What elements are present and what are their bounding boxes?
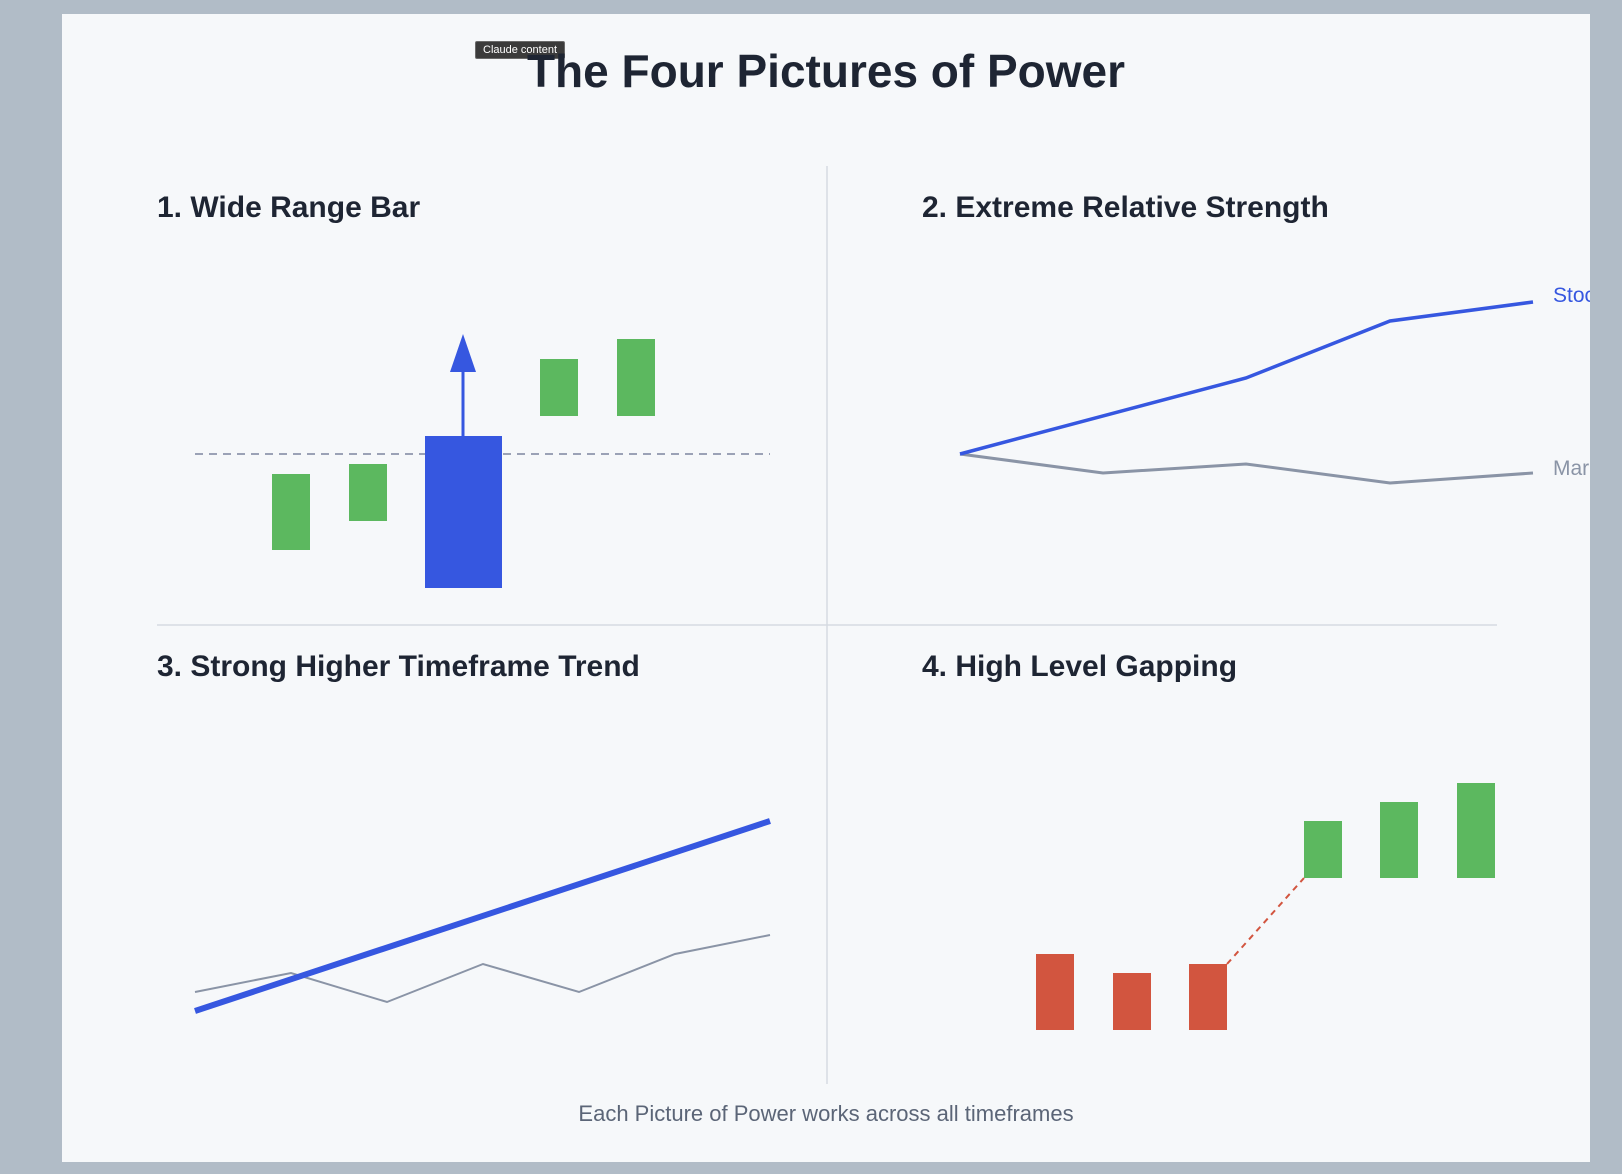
panel-1-title: 1. Wide Range Bar <box>157 191 421 224</box>
market-line <box>959 452 1534 485</box>
red-candle <box>1113 973 1151 1030</box>
pictures-of-power-figure: Stock Market <box>157 166 1590 1084</box>
green-candle <box>1380 802 1418 878</box>
green-candle <box>1457 783 1495 878</box>
market-label: Market <box>1553 457 1590 480</box>
green-candle <box>349 464 387 521</box>
panel-3-higher-timeframe-trend <box>194 818 771 1014</box>
stock-label: Stock <box>1553 284 1590 307</box>
claude-content-badge: Claude content <box>475 41 565 59</box>
footer-note: Each Picture of Power works across all t… <box>578 1101 1074 1126</box>
green-candle <box>272 474 310 550</box>
green-candle <box>1304 821 1342 878</box>
panel-4-high-level-gapping <box>1036 783 1495 1030</box>
choppy-price-line <box>194 934 771 1004</box>
gap-connector-line <box>1226 877 1305 965</box>
panel-1-wide-range-bar <box>195 334 770 588</box>
trend-line <box>194 818 771 1014</box>
up-arrow-icon <box>450 334 476 436</box>
page-title: The Four Pictures of Power <box>526 45 1126 97</box>
diagram-canvas: Claude content The Four Pictures of Powe… <box>62 14 1590 1162</box>
green-candle <box>617 339 655 416</box>
panel-3-title: 3. Strong Higher Timeframe Trend <box>157 650 640 683</box>
wide-range-candle <box>425 436 502 588</box>
red-candle <box>1189 964 1227 1030</box>
panel-2-title: 2. Extreme Relative Strength <box>922 191 1329 224</box>
panel-2-relative-strength: Stock Market <box>959 284 1590 485</box>
stock-line <box>959 300 1534 456</box>
red-candle <box>1036 954 1074 1030</box>
green-candle <box>540 359 578 416</box>
panel-4-title: 4. High Level Gapping <box>922 650 1238 683</box>
